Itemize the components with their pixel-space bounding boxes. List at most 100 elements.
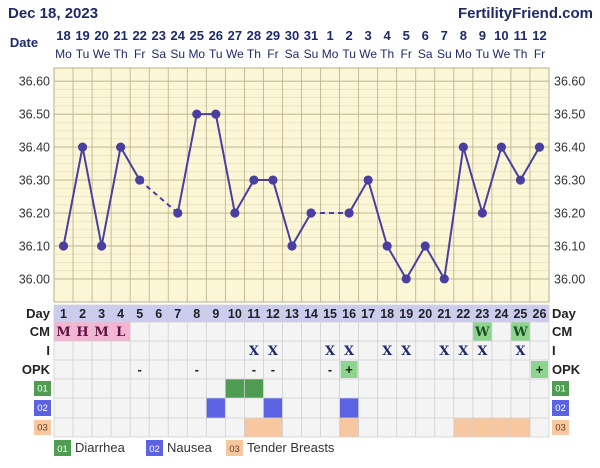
weekday-label: Su [437,47,452,61]
temperature-line-segment [100,146,122,247]
cycle-day-number: 19 [399,307,413,321]
y-tick-label-left: 36.60 [19,75,50,89]
date-label: 4 [384,28,392,43]
cycle-day-number: 2 [79,307,86,321]
temperature-point [382,241,392,251]
date-label: 3 [365,28,372,43]
day-row-label-left: Day [26,306,51,321]
y-tick-label-right: 36.30 [554,174,585,188]
y-tick-label-right: 36.10 [554,239,585,253]
cm-row-label-left: CM [30,324,50,339]
temperature-line-segment [443,146,465,280]
temperature-line-segment [214,113,236,214]
y-tick-label-left: 36.50 [19,108,50,122]
symptom-code-left: 01 [37,384,48,395]
cycle-day-number: 4 [117,307,124,321]
cycle-day-number: 6 [155,307,162,321]
symptom-cell-03 [263,418,283,437]
date-label: 2 [345,28,352,43]
cycle-day-number: 15 [323,307,337,321]
i-row-label-right: I [552,343,556,358]
temperature-point [420,241,430,251]
weekday-label: Th [513,47,527,61]
y-tick-label-left: 36.00 [19,272,50,286]
symptom-code-left: 02 [37,403,48,414]
legend-label: Tender Breasts [247,440,335,455]
temperature-point [344,208,354,218]
temperature-line-segment [62,146,84,247]
weekday-label: Tu [76,47,90,61]
temperature-point [230,208,240,218]
date-label: 9 [479,28,486,43]
legend-code: 03 [229,444,240,455]
cm-cell-highlight [111,322,131,341]
temperature-point [515,175,526,185]
temperature-point [287,241,297,251]
temperature-line-segment [405,245,427,280]
opk-positive-cell [340,361,358,378]
y-tick-label-right: 36.50 [554,108,585,122]
symptom-cell-03 [244,418,264,437]
opk-result: + [536,362,544,377]
temperature-point [135,175,145,185]
temperature-line-segment [500,146,522,181]
intercourse-mark: X [325,344,336,359]
y-tick-label-left: 36.30 [19,174,50,188]
cycle-day-number: 18 [380,307,394,321]
opk-result: - [252,362,256,377]
cycle-day-number: 1 [60,307,67,321]
date-label: 21 [113,28,127,43]
y-tick-label-right: 36.00 [554,272,585,286]
y-tick-label-left: 36.20 [19,207,50,221]
symptom-code-badge-left [34,381,51,396]
temperature-point [58,241,69,251]
date-label: 31 [304,28,318,43]
date-label: 6 [422,28,429,43]
temperature-point [96,241,107,251]
cm-cell-highlight [92,322,112,341]
cycle-day-number: 17 [361,307,375,321]
cm-row-label-right: CM [552,324,572,339]
date-label: 8 [460,28,467,43]
intercourse-mark: X [382,344,393,359]
opk-row-label-right: OPK [552,362,581,377]
cycle-day-number: 5 [136,307,143,321]
temperature-line-segment [271,179,293,247]
temperature-point [534,142,545,152]
date-label: 23 [151,28,165,43]
symptom-code-right: 01 [555,384,566,395]
temperature-line-segment [291,212,312,247]
legend-swatch-03 [226,440,243,456]
temperature-line-segment [81,146,103,247]
date-label: 25 [190,28,204,43]
weekday-label: Sa [285,47,300,61]
weekday-label: Su [170,47,185,61]
temperature-point [363,175,373,185]
date-label: 5 [403,28,410,43]
date-label: 18 [56,28,70,43]
symptom-code-right: 03 [555,423,566,434]
weekday-label: Fr [134,47,145,61]
temperature-line-segment [386,245,408,280]
symptom-cell-03 [339,418,359,437]
symptom-code-right: 02 [555,403,566,414]
cm-value: L [116,325,125,340]
date-label: 24 [171,28,186,43]
temperature-point [477,208,487,218]
intercourse-mark: X [477,344,488,359]
cm-cell-highlight [54,322,74,341]
weekday-label: We [359,47,377,61]
weekday-label: Th [247,47,261,61]
date-label: 30 [285,28,299,43]
cycle-day-number: 7 [174,307,181,321]
temperature-point [306,208,316,218]
weekday-label: Tu [342,47,356,61]
cycle-day-number: 9 [212,307,219,321]
weekday-label: Sa [151,47,166,61]
symptom-cell-01 [244,379,264,398]
weekday-label: Mo [55,47,72,61]
cm-value: W [474,325,490,340]
weekday-label: Sa [418,47,433,61]
date-label: 29 [266,28,280,43]
symptom-code-badge-left [34,400,51,416]
